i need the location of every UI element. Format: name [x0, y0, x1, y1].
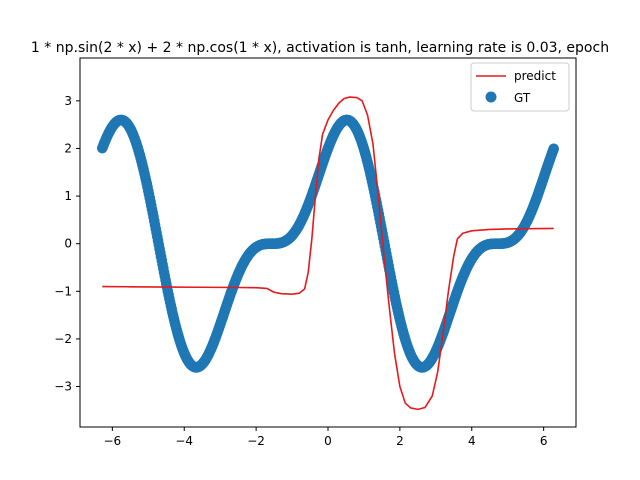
y-axis: −3 −2 −1 0 1 2 3	[54, 94, 80, 394]
y-tick-label: −3	[54, 380, 72, 394]
predict-line-series	[102, 96, 554, 411]
x-tick-label: 6	[540, 434, 548, 448]
legend-predict-label: predict	[514, 69, 556, 83]
legend: predict GT	[470, 62, 570, 112]
legend-gt-swatch	[485, 91, 497, 103]
x-tick-label: −6	[103, 434, 121, 448]
y-tick-label: 3	[64, 94, 72, 108]
x-tick-label: 2	[396, 434, 404, 448]
x-tick-label: 0	[324, 434, 332, 448]
y-tick-label: −2	[54, 332, 72, 346]
chart-title: 1 * np.sin(2 * x) + 2 * np.cos(1 * x), a…	[31, 40, 609, 56]
gt-scatter-series	[96, 114, 560, 373]
legend-gt-label: GT	[514, 91, 531, 105]
x-tick-label: −2	[247, 434, 265, 448]
y-tick-label: 0	[64, 237, 72, 251]
x-tick-label: 4	[468, 434, 476, 448]
x-axis: −6 −4 −2 0 2 4 6	[103, 427, 547, 448]
x-tick-label: −4	[175, 434, 193, 448]
gt-point	[548, 143, 560, 155]
y-tick-label: 2	[64, 141, 72, 155]
y-tick-label: −1	[54, 284, 72, 298]
y-tick-label: 1	[64, 189, 72, 203]
predict-line	[102, 96, 554, 411]
